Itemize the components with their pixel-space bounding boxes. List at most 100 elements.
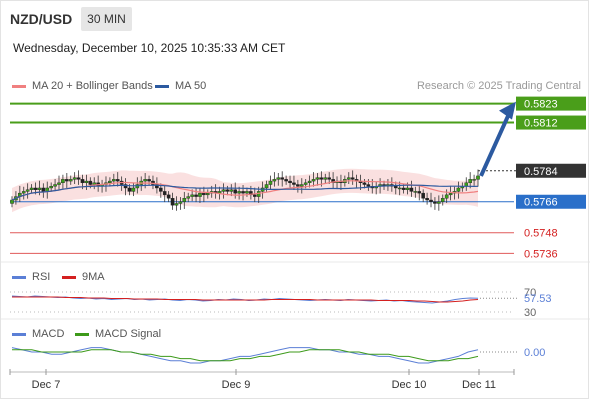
candle-body (245, 191, 249, 194)
candle-body (393, 186, 398, 189)
candle-body (37, 187, 42, 190)
candle-body (108, 180, 112, 184)
level-label-5: 0.5736 (524, 248, 558, 260)
legend-9ma-label: 9MA (82, 271, 105, 283)
legend-ma50-swatch (155, 84, 169, 88)
candle-body (198, 192, 202, 197)
candle-body (272, 179, 277, 182)
candle-body (127, 187, 132, 192)
legend-rsi: RSI (12, 271, 50, 283)
candle-body (61, 179, 65, 184)
candle-body (72, 177, 77, 180)
level-label-2: 0.5784 (524, 166, 558, 178)
candle-body (284, 179, 288, 182)
candle-body (76, 177, 81, 180)
candle-body (33, 187, 38, 190)
candle-body (327, 177, 331, 180)
projection-arrow-shaft (479, 110, 512, 177)
candle-body (280, 177, 285, 180)
candle-body (413, 191, 418, 193)
candle-body (268, 180, 273, 185)
candle-body (21, 191, 26, 194)
candle-body (131, 187, 136, 192)
candle-body (166, 194, 171, 199)
level-label-bg-2 (516, 163, 586, 178)
candle-body (68, 179, 73, 182)
candle-body (362, 182, 367, 185)
candle-body (155, 184, 159, 189)
candle-body (182, 198, 187, 202)
legend-rsi-swatch (12, 275, 26, 279)
candle-body (57, 182, 61, 185)
bollinger-band (12, 168, 478, 213)
legend-macd-swatch (12, 332, 26, 336)
legend-signal-swatch (75, 332, 89, 336)
macd-signal-line (12, 349, 479, 362)
level-label-4: 0.5748 (524, 228, 558, 240)
x-tick-label: Dec 9 (222, 379, 251, 391)
candle-body (444, 194, 449, 199)
candle-body (409, 187, 414, 192)
candle-body (65, 179, 69, 182)
legend-macd: MACD (12, 328, 64, 340)
candle-body (186, 196, 191, 199)
candle-body (448, 192, 453, 196)
candle-body (397, 187, 402, 190)
level-label-bg-3 (516, 194, 586, 209)
candle-body (405, 187, 410, 190)
legend-ma20-label: MA 20 + Bollinger Bands (32, 80, 153, 92)
candle-body (162, 191, 167, 196)
candle-body (292, 182, 296, 185)
candle-body (429, 199, 433, 202)
legend-rsi-label: RSI (32, 271, 51, 283)
candle-body (350, 177, 355, 180)
legend-ma50-label: MA 50 (175, 80, 207, 92)
candle-body (425, 198, 429, 201)
candle-body (433, 201, 437, 204)
candle-body (143, 179, 147, 182)
candle-body (237, 191, 241, 194)
candle-body (307, 180, 312, 184)
candle-body (311, 179, 316, 182)
legend-rsi-9ma: 9MA (62, 271, 105, 283)
candle-body (323, 177, 328, 180)
macd-last-value: 0.00 (524, 347, 545, 359)
candle-body (303, 182, 308, 185)
symbol-title: NZD/USD (10, 11, 73, 27)
rsi-tick-70: 70 (524, 287, 536, 299)
candle-body (88, 180, 93, 185)
candle-body (456, 187, 461, 192)
level-label-bg-1 (516, 115, 586, 130)
candle-body (299, 184, 304, 187)
legend-9ma-swatch (62, 275, 76, 279)
candle-body (264, 184, 269, 189)
candle-body (170, 198, 175, 206)
candle-body (115, 179, 120, 182)
candle-body (233, 189, 238, 194)
candle-body (476, 175, 480, 180)
candle-body (221, 189, 226, 192)
rsi-9ma-line (12, 296, 479, 303)
candle-body (331, 179, 335, 184)
research-credit: Research © 2025 Trading Central (416, 80, 581, 92)
x-tick-label: Dec 7 (32, 379, 61, 391)
timeframe-button[interactable]: 30 MIN (81, 7, 132, 31)
candle-body (205, 192, 210, 196)
macd-line (11, 347, 479, 364)
candle-body (49, 186, 53, 189)
x-tick-label: Dec 10 (392, 379, 427, 391)
candle-body (147, 179, 151, 182)
candle-body (421, 192, 425, 199)
level-label-bg-0 (516, 96, 586, 111)
candle-body (346, 177, 351, 180)
candle-body (174, 203, 179, 206)
legend-macd-label: MACD (32, 328, 65, 340)
candle-body (10, 199, 14, 204)
candle-body (202, 192, 206, 196)
candle-body (123, 184, 128, 189)
rsi-last-value: 57.53 (524, 293, 552, 305)
datetime-label: Wednesday, December 10, 2025 10:35:33 AM… (13, 41, 286, 55)
candle-body (159, 187, 163, 192)
